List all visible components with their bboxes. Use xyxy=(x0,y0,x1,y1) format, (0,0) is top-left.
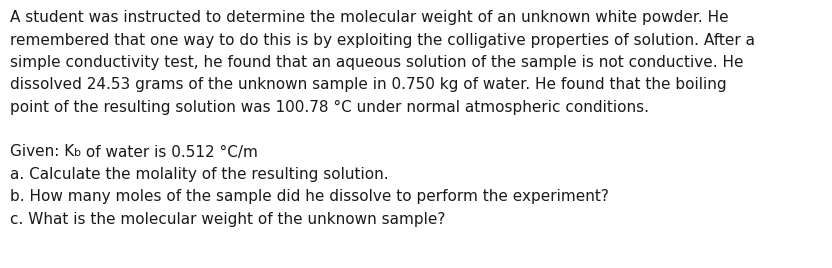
Text: of water is 0.512 °C/m: of water is 0.512 °C/m xyxy=(82,144,258,159)
Text: c. What is the molecular weight of the unknown sample?: c. What is the molecular weight of the u… xyxy=(10,212,445,227)
Text: A student was instructed to determine the molecular weight of an unknown white p: A student was instructed to determine th… xyxy=(10,10,729,25)
Text: a. Calculate the molality of the resulting solution.: a. Calculate the molality of the resulti… xyxy=(10,167,389,182)
Text: point of the resulting solution was 100.78 °C under normal atmospheric condition: point of the resulting solution was 100.… xyxy=(10,100,649,115)
Text: simple conductivity test, he found that an aqueous solution of the sample is not: simple conductivity test, he found that … xyxy=(10,55,744,70)
Text: b. How many moles of the sample did he dissolve to perform the experiment?: b. How many moles of the sample did he d… xyxy=(10,189,609,204)
Text: remembered that one way to do this is by exploiting the colligative properties o: remembered that one way to do this is by… xyxy=(10,32,755,47)
Text: dissolved 24.53 grams of the unknown sample in 0.750 kg of water. He found that : dissolved 24.53 grams of the unknown sam… xyxy=(10,77,726,92)
Text: Given: K: Given: K xyxy=(10,144,74,159)
Text: b: b xyxy=(74,147,82,158)
